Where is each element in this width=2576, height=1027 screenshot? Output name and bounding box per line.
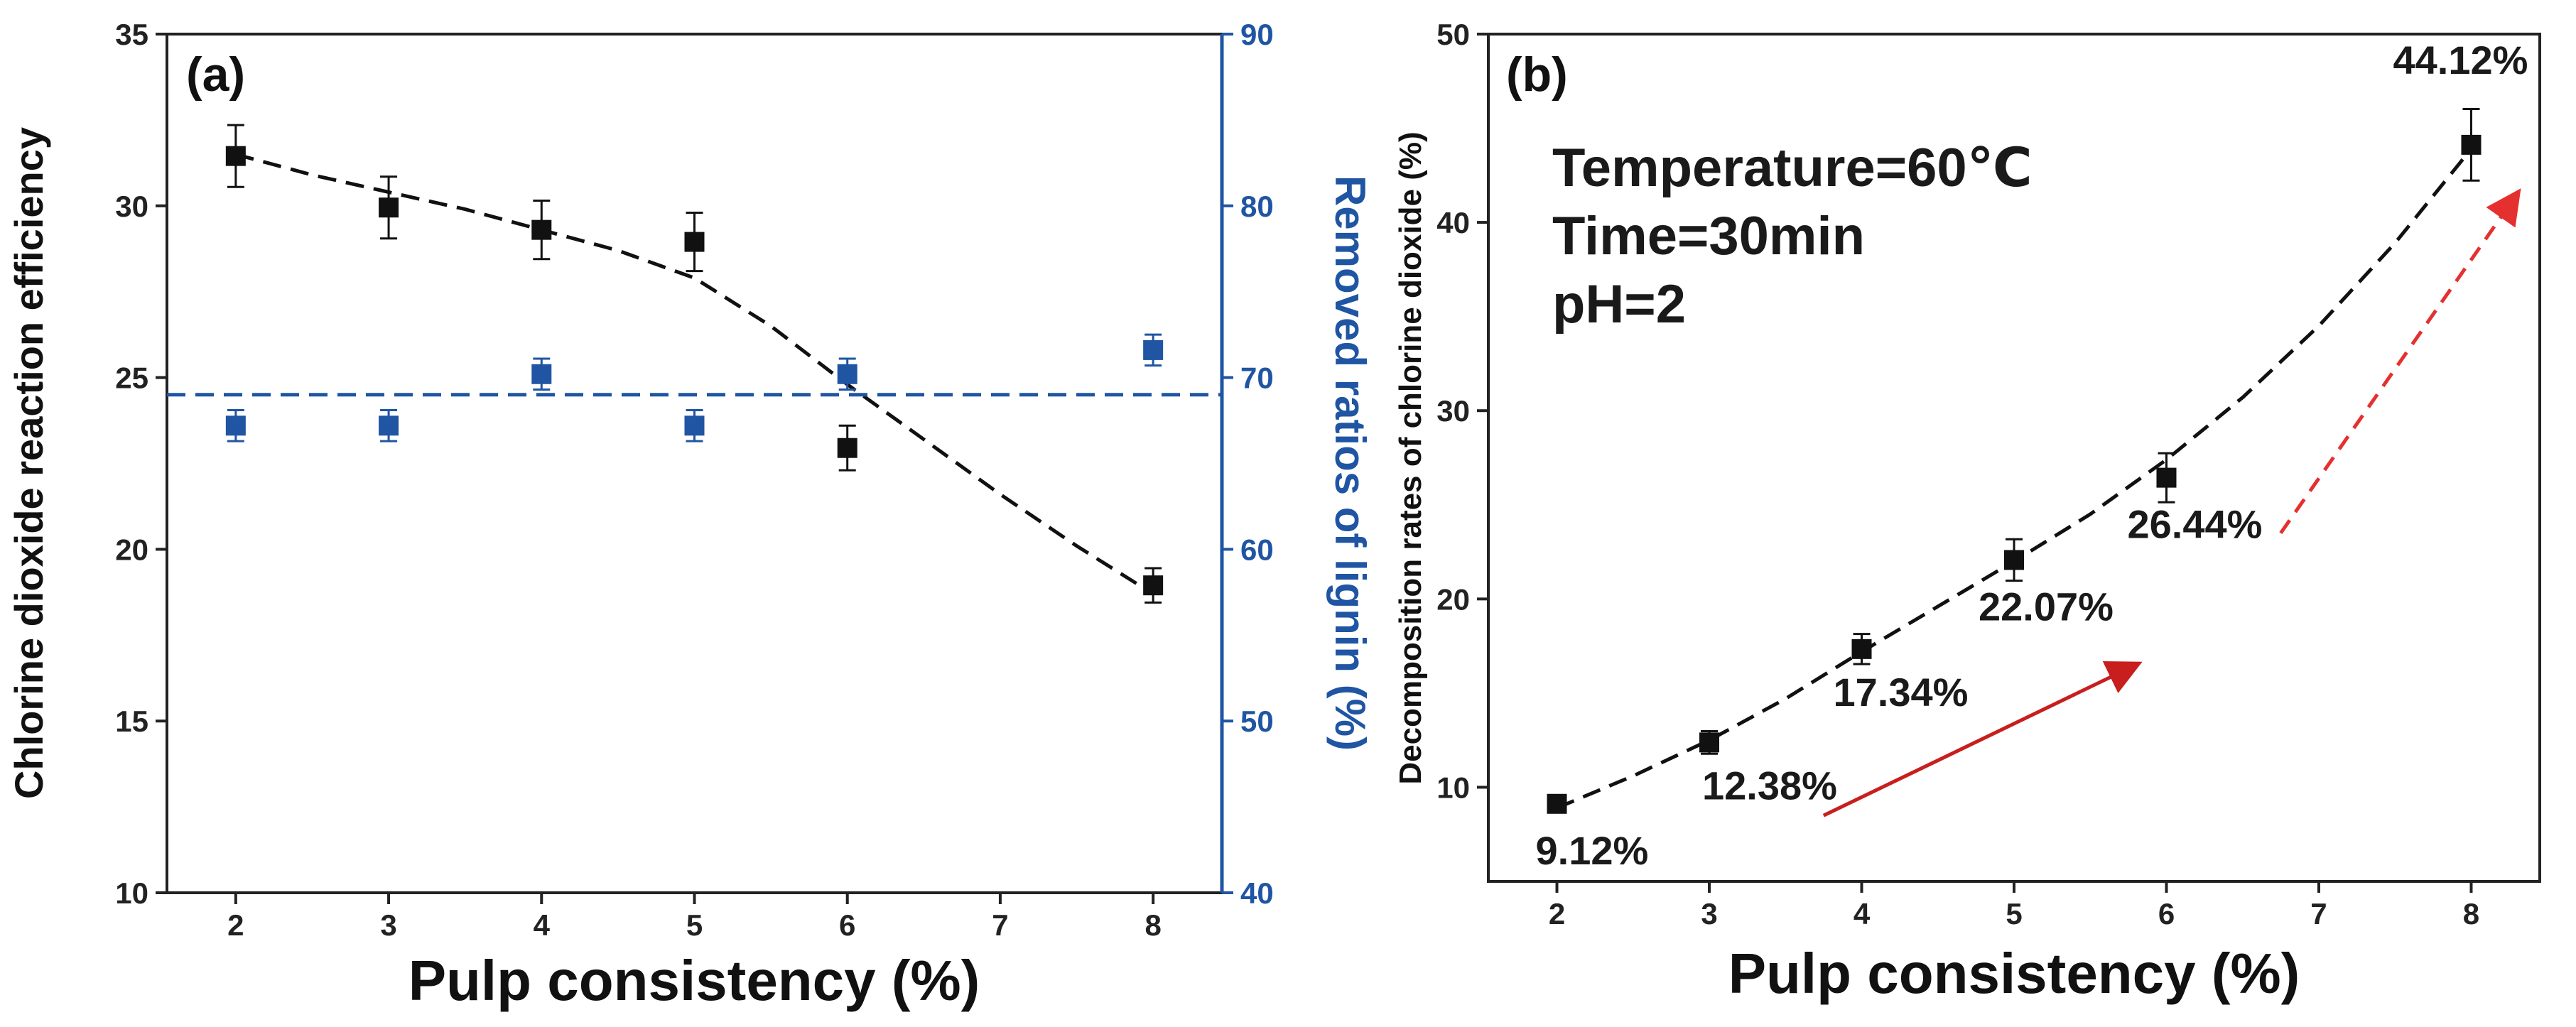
b-trend-arrow-dashed [2279,188,2521,534]
a-x-tick-label: 3 [380,908,396,942]
b-y-tick-label: 40 [1436,206,1470,239]
b-data-label: 17.34% [1834,670,1969,714]
condition-ph: pH=2 [1552,274,1686,335]
b-x-tick-label: 2 [1549,897,1565,930]
a-lignin-point [225,409,246,442]
panel-a-chart: 2 3 4 5 6 7 8 10 15 20 25 30 35 40 50 60 70 80 90 (a) Pulp… [6,18,1374,1012]
b-trend-arrow-solid [1822,661,2143,817]
panel-b-y-axis-title: Decomposition rates of chlorine dioxide … [1393,131,1428,784]
b-data-label: 12.38% [1702,763,1837,808]
panel-a-x-axis-title: Pulp consistency (%) [408,949,980,1012]
b-data-label: 22.07% [1979,584,2114,629]
b-decomposition-point [2156,452,2177,504]
panel-a-left-axis-title: Chlorine dioxide reaction efficiency [6,127,51,799]
b-decomposition-point [1547,793,1567,814]
b-y-tick-label: 30 [1436,394,1470,428]
a-lignin-point [684,409,705,442]
a-right-tick-label: 80 [1240,190,1274,223]
b-decomposition-point [1699,729,1720,755]
a-x-tick-label: 8 [1144,908,1161,942]
a-x-tick-label: 4 [534,908,551,942]
b-x-tick-label: 8 [2463,897,2479,930]
b-x-tick-label: 5 [2006,897,2022,930]
condition-temperature: Temperature=60℃ [1552,138,2033,198]
a-right-tick-label: 50 [1240,705,1274,738]
a-left-tick-label: 10 [115,876,148,910]
b-data-label: 44.12% [2393,38,2528,82]
a-x-tick-label: 5 [686,908,703,942]
panel-a-plot-frame [166,33,1223,894]
b-data-label: 9.12% [1536,828,1649,873]
condition-time: Time=30min [1552,206,1865,266]
a-x-tick-label: 6 [839,908,855,942]
a-left-tick-label: 35 [115,18,148,51]
a-efficiency-point [684,211,705,273]
a-left-tick-label: 25 [115,362,148,395]
panel-b-label: (b) [1506,48,1568,102]
a-x-tick-label: 7 [992,908,1008,942]
a-left-tick-label: 15 [115,705,148,738]
b-x-tick-label: 7 [2310,897,2327,930]
b-y-tick-label: 50 [1436,18,1470,51]
b-x-tick-label: 6 [2158,897,2175,930]
a-lignin-point [1143,333,1164,367]
a-lignin-point [379,409,399,442]
a-left-tick-label: 30 [115,190,148,223]
a-efficiency-point [837,424,857,472]
b-decomposition-point [2004,538,2024,582]
a-lignin-point [837,357,857,391]
a-efficiency-point [379,175,399,240]
b-x-tick-label: 3 [1701,897,1717,930]
panel-a-label: (a) [186,48,245,102]
panel-b-x-axis-title: Pulp consistency (%) [1728,942,2300,1005]
a-efficiency-point [531,200,552,261]
b-decomposition-point [1851,633,1872,665]
a-efficiency-point [1143,567,1164,604]
a-right-tick-label: 70 [1240,362,1274,395]
b-y-tick-label: 20 [1436,582,1470,616]
panel-b-chart: 2 3 4 5 6 7 8 10 20 30 40 50 9.12% 12.38% 17.34%22.07… [1393,18,2541,1005]
panel-a-right-axis-title: Removed ratios of lignin (%) [1326,175,1374,751]
b-x-tick-label: 4 [1853,897,1871,930]
b-y-tick-label: 10 [1436,771,1470,804]
b-decomposition-point [2461,108,2482,182]
a-right-tick-label: 40 [1240,876,1274,910]
a-x-tick-label: 2 [227,908,244,942]
a-left-tick-label: 20 [115,533,148,566]
a-right-tick-label: 90 [1240,18,1274,51]
a-efficiency-point [225,124,246,188]
a-lignin-point [531,357,552,391]
a-right-tick-label: 60 [1240,533,1274,566]
b-data-label: 26.44% [2127,502,2262,547]
